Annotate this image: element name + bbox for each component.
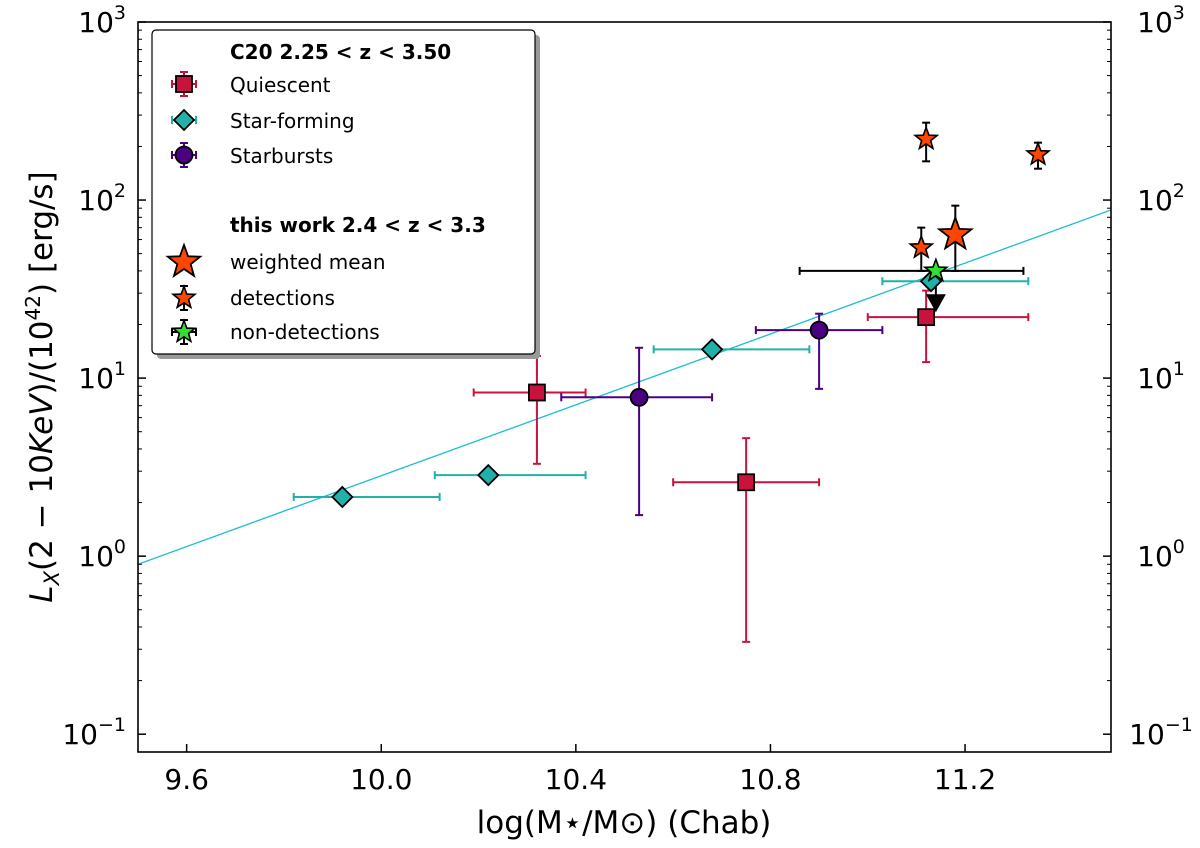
x-axis-label: log(M⋆/M⊙) (Chab) <box>477 805 772 841</box>
detections-marker-1 <box>1024 140 1052 166</box>
star-forming-marker-0 <box>331 485 354 509</box>
y-tick-label-right: 100 <box>1137 536 1185 573</box>
x-tick-label: 10.4 <box>545 763 607 796</box>
quiescent-marker-0 <box>528 383 546 402</box>
quiescent-marker-2 <box>917 308 936 327</box>
legend-label-detections: detections <box>230 286 335 310</box>
y-tick-label-left: 103 <box>78 2 126 39</box>
non-detections-limit-arrow-0 <box>925 294 946 313</box>
y-tick-label-left: 102 <box>78 180 126 217</box>
y-tick-label-right: 102 <box>1137 180 1185 217</box>
legend-label-non-detections: non-detections <box>230 320 380 344</box>
starbursts-marker-0 <box>629 387 649 407</box>
legend-label-starbursts: Starbursts <box>230 144 333 168</box>
y-tick-label-right: 103 <box>1137 2 1185 39</box>
x-tick-label: 10.8 <box>739 763 801 796</box>
legend-marker-quiescent <box>175 75 193 93</box>
legend-label-quiescent: Quiescent <box>230 73 331 97</box>
weighted-mean-marker-0 <box>936 214 975 251</box>
legend-marker-weighted-mean <box>165 242 203 278</box>
y-tick-label-left: 10−1 <box>62 714 126 751</box>
legend-label-star-forming: Star-forming <box>230 109 355 133</box>
legend: C20 2.25 < z < 3.50 Quiescent Star-formi… <box>151 29 540 359</box>
x-tick-label: 10.0 <box>350 763 412 796</box>
y-tick-label-left: 100 <box>78 536 126 573</box>
x-tick-label: 11.2 <box>934 763 996 796</box>
starbursts-marker-1 <box>809 320 829 340</box>
fit-line <box>138 209 1111 565</box>
legend-marker-star-forming <box>172 108 196 132</box>
detections-marker-0 <box>913 125 940 151</box>
detections-marker-2 <box>908 233 935 259</box>
plot-frame <box>137 21 1112 753</box>
y-tick-label-left: 101 <box>78 358 126 395</box>
legend-marker-detections <box>170 284 198 310</box>
y-tick-label-right: 10−1 <box>1129 714 1193 751</box>
non-detections-marker-0 <box>922 257 949 283</box>
legend-label-weighted-mean: weighted mean <box>230 250 386 274</box>
star-forming-marker-2 <box>700 338 724 361</box>
y-tick-label-right: 101 <box>1137 358 1185 395</box>
star-forming-marker-1 <box>477 463 500 487</box>
legend-group1-title: C20 2.25 < z < 3.50 <box>230 40 451 64</box>
x-tick-label: 9.6 <box>164 763 209 796</box>
legend-box <box>151 29 536 355</box>
legend-marker-starbursts <box>174 145 194 165</box>
legend-marker-non-detections <box>170 318 198 344</box>
legend-group2-title: this work 2.4 < z < 3.3 <box>230 213 486 237</box>
y-axis-label: LX(2 − 10KeV)/(1042) [erg/s] <box>21 171 64 602</box>
quiescent-marker-1 <box>737 473 756 492</box>
